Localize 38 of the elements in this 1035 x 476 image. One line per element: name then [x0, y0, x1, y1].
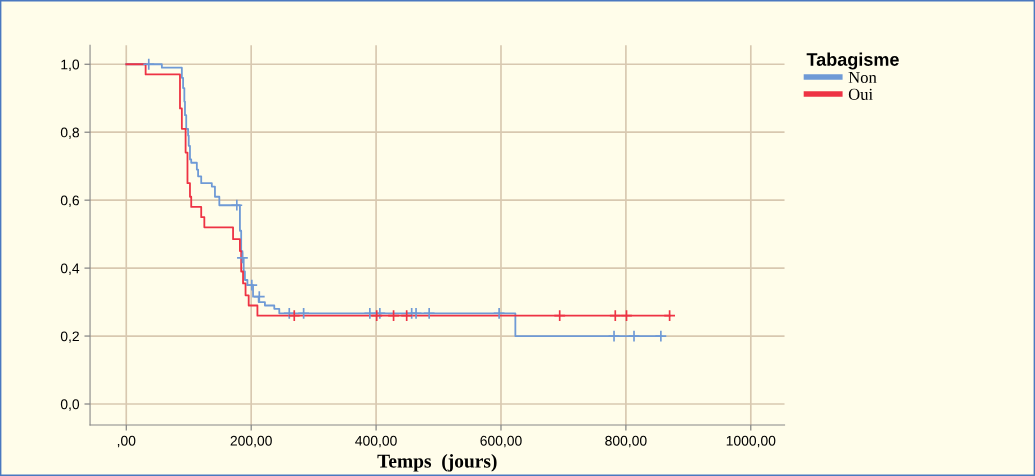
legend-label: Oui [848, 88, 873, 100]
legend-label: Non [848, 71, 877, 84]
y-tick-label: 1,0 [61, 59, 80, 72]
y-tick-label: 0,4 [60, 263, 80, 275]
point [654, 329, 668, 343]
point [253, 290, 266, 303]
y-tick-label: 0,8 [60, 127, 80, 140]
point [409, 307, 423, 320]
x-tick-label: ,00 [117, 435, 136, 448]
point [607, 329, 621, 343]
x-axis-title: Temps (jours) [377, 453, 497, 472]
point [236, 251, 249, 265]
x-tick-label: 200,00 [230, 435, 272, 448]
point [609, 309, 622, 322]
y-tick-label: 0,6 [60, 195, 80, 207]
legend-title: Tabagisme [806, 52, 899, 70]
point [422, 307, 436, 320]
point [373, 307, 387, 320]
point [553, 309, 566, 322]
point [297, 307, 310, 320]
point [627, 329, 641, 343]
point [663, 309, 676, 322]
point [387, 309, 400, 322]
y-tick-label: 0,2 [60, 331, 79, 343]
point [400, 309, 413, 322]
point [142, 58, 155, 71]
x-tick-label: 1000,00 [726, 435, 776, 448]
y-tick-label: 0,0 [60, 399, 80, 411]
x-tick-label: 400,00 [355, 435, 397, 448]
point [370, 309, 383, 322]
point [245, 278, 259, 292]
x-tick-label: 600,00 [480, 435, 522, 448]
point [620, 309, 633, 322]
point [230, 199, 244, 212]
point [363, 307, 377, 320]
x-tick-label: 800,00 [605, 435, 647, 448]
point [288, 309, 301, 322]
point [492, 307, 506, 320]
